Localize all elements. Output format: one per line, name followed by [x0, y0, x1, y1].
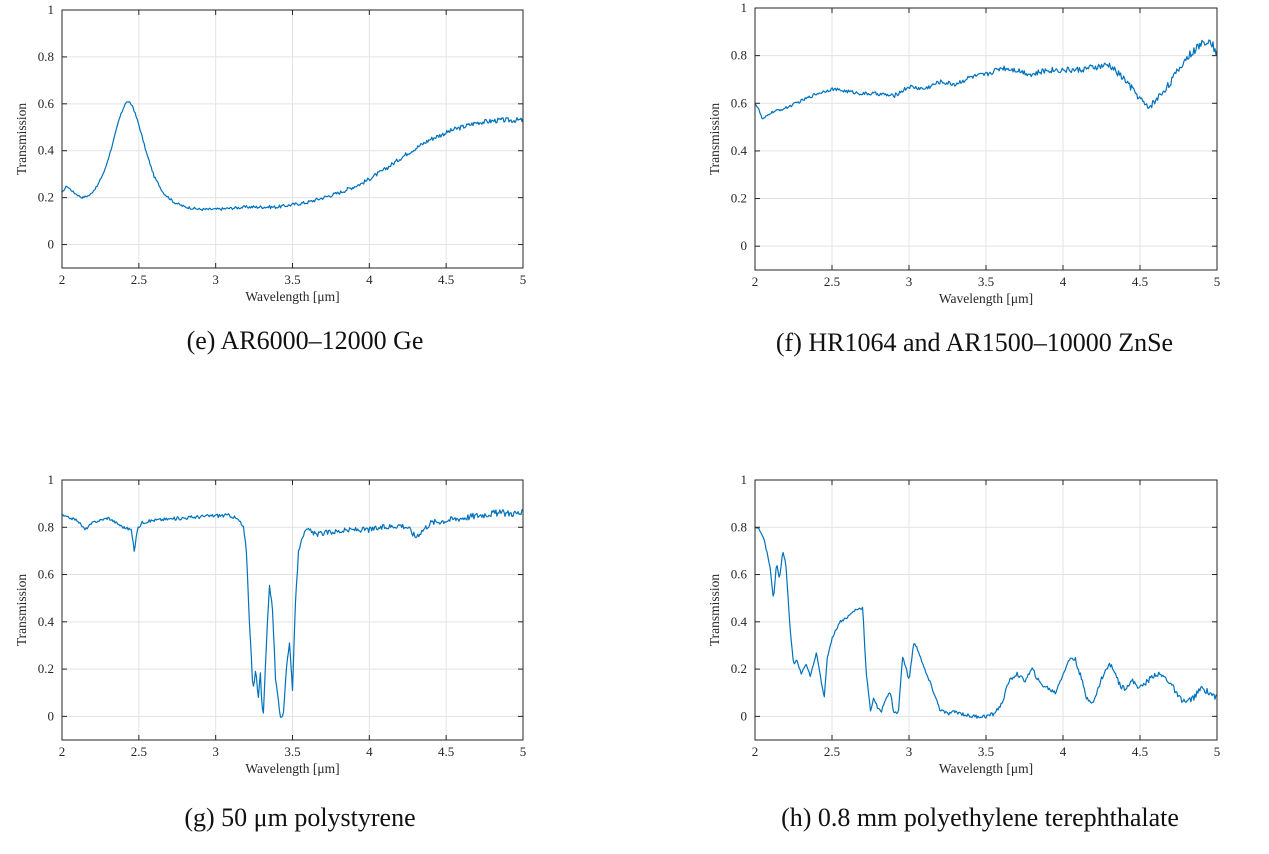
x-tick-label: 2 [59, 272, 66, 287]
x-tick-label: 2 [59, 744, 66, 759]
x-tick-label: 2.5 [824, 274, 840, 289]
y-tick-label: 0.6 [731, 95, 748, 110]
x-tick-label: 4 [366, 272, 373, 287]
series-line [61, 509, 524, 718]
y-tick-label: 0 [741, 238, 748, 253]
y-tick-label: 0 [48, 237, 55, 252]
chart-caption: (e) AR6000–12000 Ge [186, 326, 424, 355]
y-axis-label: Transmission [707, 574, 722, 647]
x-tick-label: 4.5 [438, 744, 454, 759]
series-line [754, 39, 1218, 120]
series-line [754, 526, 1218, 719]
y-tick-label: 0.4 [731, 614, 748, 629]
x-axis-label: Wavelength [μm] [245, 761, 339, 776]
chart-panel-f: 2 2.5 3 3.5 4 4.5 5 0 0.2 0.4 0.6 0.8 1 Wavelength [μ… [640, 0, 1269, 427]
x-tick-label: 3.5 [978, 744, 994, 759]
y-tick-label: 1 [741, 0, 748, 15]
chart-panel-h: 2 2.5 3 3.5 4 4.5 5 0 0.2 0.4 0.6 0.8 1 Wavelength [μ… [640, 427, 1269, 854]
series-line [61, 101, 524, 212]
y-tick-label: 0.6 [731, 567, 748, 582]
chart-e: 2 2.5 3 3.5 4 4.5 5 0 0.2 0.4 0.6 0.8 1 Wavelength [μ… [14, 2, 527, 304]
chart-g: 2 2.5 3 3.5 4 4.5 5 0 0.2 0.4 0.6 0.8 1 Wavelength [μ… [14, 472, 527, 776]
y-axis-label: Transmission [14, 103, 29, 176]
x-tick-label: 4 [366, 744, 373, 759]
x-tick-label: 2 [752, 274, 759, 289]
x-tick-label: 3.5 [284, 272, 300, 287]
y-tick-label: 0.2 [731, 661, 747, 676]
y-tick-label: 0.8 [731, 48, 747, 63]
x-tick-label: 4.5 [1132, 274, 1148, 289]
x-tick-label: 5 [520, 744, 527, 759]
y-tick-label: 0.4 [38, 614, 55, 629]
x-tick-label: 4 [1060, 274, 1067, 289]
x-tick-label: 4.5 [1132, 744, 1148, 759]
y-tick-label: 0.8 [38, 519, 54, 534]
x-tick-label: 3 [212, 272, 219, 287]
y-tick-label: 0.6 [38, 567, 55, 582]
y-tick-label: 0.8 [38, 49, 54, 64]
x-axis-label: Wavelength [μm] [939, 761, 1033, 776]
y-axis-label: Transmission [707, 103, 722, 176]
chart-panel-g: 2 2.5 3 3.5 4 4.5 5 0 0.2 0.4 0.6 0.8 1 Wavelength [μ… [0, 427, 640, 854]
y-tick-label: 1 [741, 472, 748, 487]
y-tick-label: 0.2 [38, 661, 54, 676]
chart-caption: (h) 0.8 mm polyethylene terephthalate [781, 803, 1179, 832]
x-tick-label: 2 [752, 744, 759, 759]
chart-caption: (f) HR1064 and AR1500–10000 ZnSe [775, 328, 1174, 357]
x-tick-label: 3.5 [978, 274, 994, 289]
y-tick-label: 0 [741, 708, 748, 723]
x-tick-label: 3 [906, 744, 913, 759]
y-tick-label: 0.2 [38, 190, 54, 205]
x-tick-label: 5 [1214, 744, 1221, 759]
chart-f: 2 2.5 3 3.5 4 4.5 5 0 0.2 0.4 0.6 0.8 1 Wavelength [μ… [707, 0, 1221, 306]
y-tick-label: 0.2 [731, 191, 747, 206]
x-tick-label: 2.5 [824, 744, 840, 759]
x-tick-label: 3 [906, 274, 913, 289]
chart-caption: (g) 50 μm polystyrene [184, 803, 416, 832]
chart-h: 2 2.5 3 3.5 4 4.5 5 0 0.2 0.4 0.6 0.8 1 Wavelength [μ… [707, 472, 1221, 776]
x-tick-label: 3 [212, 744, 219, 759]
x-tick-label: 5 [1214, 274, 1221, 289]
x-tick-label: 2.5 [131, 272, 147, 287]
x-axis-label: Wavelength [μm] [245, 289, 339, 304]
y-tick-label: 0.4 [38, 143, 55, 158]
x-axis-label: Wavelength [μm] [939, 291, 1033, 306]
y-tick-label: 0.4 [731, 143, 748, 158]
y-tick-label: 0.8 [731, 519, 747, 534]
x-tick-label: 5 [520, 272, 527, 287]
y-axis-label: Transmission [14, 574, 29, 647]
y-tick-label: 1 [48, 472, 55, 487]
x-tick-label: 3.5 [284, 744, 300, 759]
y-tick-label: 1 [48, 2, 55, 17]
chart-panel-e: 2 2.5 3 3.5 4 4.5 5 0 0.2 0.4 0.6 0.8 1 Wavelength [μ… [0, 0, 640, 427]
y-tick-label: 0.6 [38, 96, 55, 111]
x-tick-label: 2.5 [131, 744, 147, 759]
x-tick-label: 4 [1060, 744, 1067, 759]
x-tick-label: 4.5 [438, 272, 454, 287]
y-tick-label: 0 [48, 708, 55, 723]
